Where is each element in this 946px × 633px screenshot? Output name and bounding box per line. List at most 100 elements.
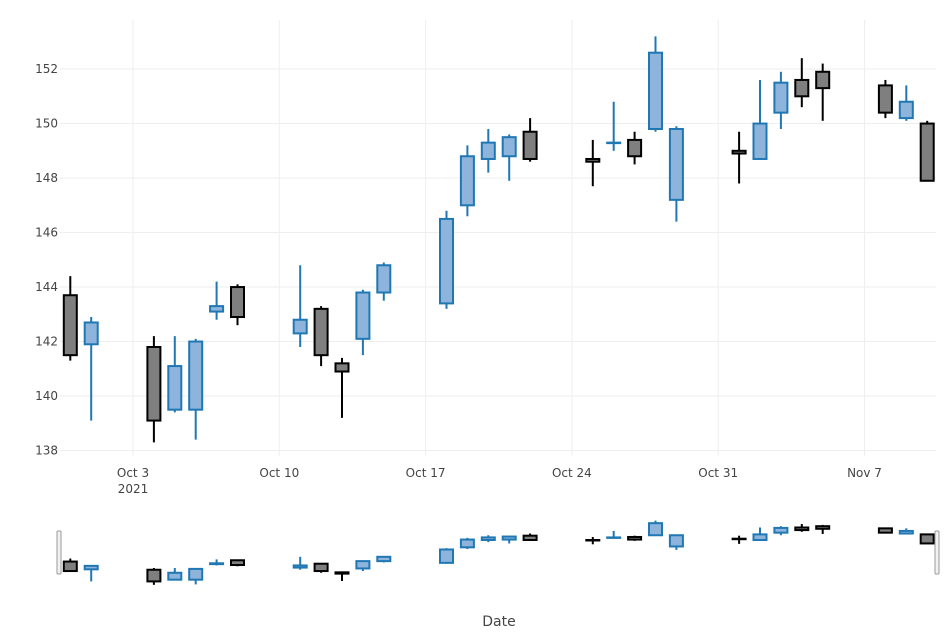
candle-increasing[interactable] <box>188 338 204 440</box>
y-tick-label: 144 <box>35 280 58 294</box>
candle-body <box>752 122 768 160</box>
candle-increasing[interactable] <box>459 145 475 217</box>
candle-decreasing[interactable] <box>62 276 78 361</box>
candle-body <box>919 122 935 182</box>
candle-body <box>376 264 392 294</box>
grid-lines <box>60 20 936 456</box>
slider-candle-body <box>815 525 831 530</box>
candle-body <box>480 141 496 160</box>
candle-body <box>522 130 538 160</box>
x-tick-label: Oct 24 <box>552 466 592 480</box>
candle-increasing[interactable] <box>773 71 789 129</box>
range-slider[interactable] <box>56 520 940 585</box>
candle-increasing[interactable] <box>501 134 517 181</box>
candle-decreasing[interactable] <box>313 306 329 367</box>
slider-candle-body <box>522 534 538 541</box>
candle-body <box>606 141 622 145</box>
slider-candle-body <box>355 560 371 570</box>
y-tick-label: 150 <box>35 117 58 131</box>
candle-increasing[interactable] <box>439 210 454 309</box>
slider-candle <box>230 559 245 567</box>
candle-decreasing[interactable] <box>522 118 538 162</box>
slider-candle-body <box>773 526 789 534</box>
candle-decreasing[interactable] <box>334 357 350 418</box>
x-tick-label: Oct 10 <box>259 466 299 480</box>
slider-candle-body <box>877 527 893 534</box>
slider-candle-body <box>731 537 747 541</box>
slider-candle-body <box>794 526 810 532</box>
slider-candle <box>919 533 935 545</box>
candle-decreasing[interactable] <box>627 131 643 165</box>
slider-candle <box>585 536 601 545</box>
candle-increasing[interactable] <box>209 281 225 320</box>
candle-decreasing[interactable] <box>146 336 162 443</box>
candle-body <box>648 51 663 131</box>
candle-decreasing[interactable] <box>585 139 601 187</box>
candle-decreasing[interactable] <box>794 58 810 108</box>
slider-candle-body <box>146 568 162 583</box>
candle-decreasing[interactable] <box>731 131 747 184</box>
slider-candle-body <box>668 534 684 548</box>
slider-candle-body <box>459 538 475 549</box>
y-tick-label: 142 <box>35 335 58 349</box>
candle-body <box>773 81 789 114</box>
slider-candle <box>606 530 622 539</box>
candle-decreasing[interactable] <box>815 63 831 121</box>
x-axis-title: Date <box>482 614 515 630</box>
candle-body <box>167 365 183 411</box>
candle-increasing[interactable] <box>606 101 622 151</box>
y-tick-label: 138 <box>35 444 58 458</box>
candle-body <box>313 307 329 357</box>
candle-increasing[interactable] <box>480 129 496 173</box>
slider-candle <box>668 534 684 550</box>
slider-candle <box>648 520 663 537</box>
slider-candle-body <box>188 567 204 581</box>
y-tick-label: 146 <box>35 226 58 240</box>
candle-body <box>668 128 684 201</box>
candle-increasing[interactable] <box>668 126 684 222</box>
slider-candle <box>480 535 496 543</box>
candle-decreasing[interactable] <box>877 79 893 119</box>
range-slider-right-handle[interactable] <box>934 530 940 575</box>
candle-increasing[interactable] <box>355 289 371 356</box>
candle-increasing[interactable] <box>376 262 392 301</box>
slider-candle <box>627 535 643 541</box>
slider-candle <box>292 556 308 570</box>
slider-candle-body <box>313 562 329 573</box>
candle-body <box>439 217 454 305</box>
slider-candle <box>752 527 768 541</box>
slider-candle <box>877 527 893 534</box>
slider-candle <box>522 533 538 541</box>
x-tick-label: Oct 17 <box>406 466 446 480</box>
slider-candle-body <box>480 536 496 541</box>
candle-body <box>230 286 245 319</box>
candle-increasing[interactable] <box>898 85 914 121</box>
candle-body <box>898 100 914 120</box>
slider-candle-body <box>648 522 663 537</box>
slider-candle <box>773 526 789 536</box>
slider-candle-body <box>752 533 768 541</box>
candle-increasing[interactable] <box>167 336 183 413</box>
slider-candle <box>731 535 747 544</box>
slider-candle <box>167 568 183 581</box>
y-tick-label: 148 <box>35 171 58 185</box>
candle-decreasing[interactable] <box>230 284 245 326</box>
slider-candle <box>898 528 914 535</box>
candle-body <box>62 294 78 357</box>
candle-increasing[interactable] <box>648 36 663 132</box>
candle-body <box>877 84 893 114</box>
candle-increasing[interactable] <box>752 79 768 160</box>
candle-body <box>731 149 747 155</box>
candle-increasing[interactable] <box>83 317 99 421</box>
candle-decreasing[interactable] <box>919 120 935 182</box>
slider-candle-body <box>376 555 392 563</box>
candle-series <box>62 36 935 443</box>
candle-increasing[interactable] <box>292 265 308 347</box>
y-axis: 138 140 142 144 146 148 150 152 <box>35 62 58 458</box>
candle-body <box>355 291 371 340</box>
slider-candle-body <box>606 536 622 539</box>
range-slider-left-handle[interactable] <box>56 530 62 575</box>
slider-candle-body <box>919 533 935 545</box>
slider-candle-body <box>627 535 643 541</box>
